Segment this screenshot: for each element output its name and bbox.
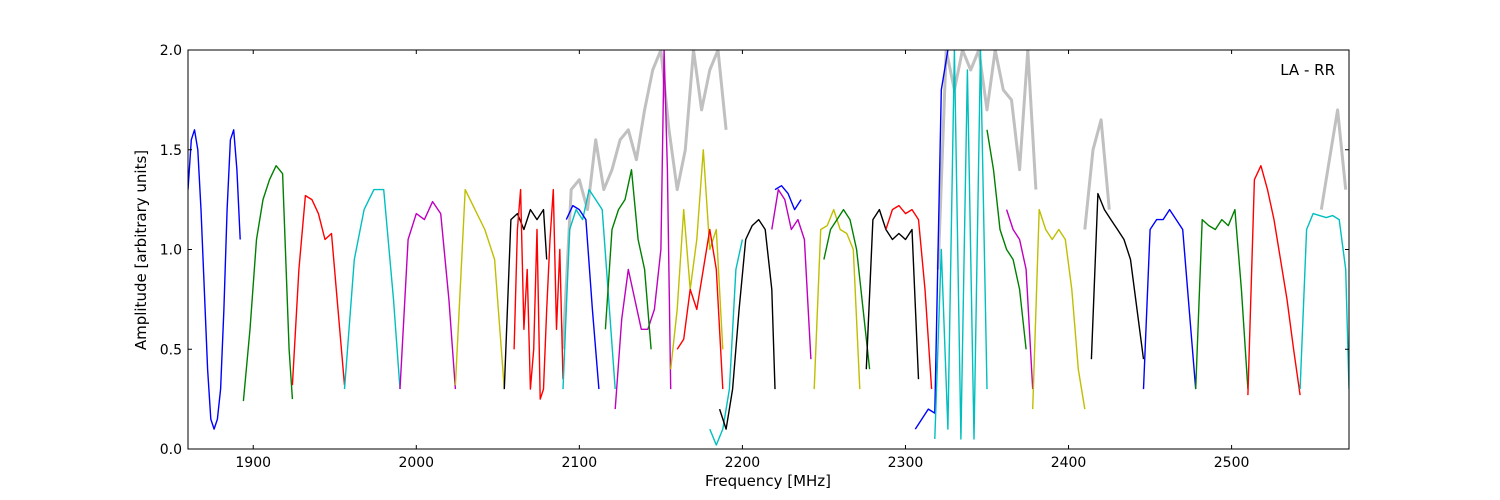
background-series-layer bbox=[561, 50, 1348, 350]
x-tick-label: 2500 bbox=[1214, 455, 1250, 471]
x-tick-label: 2200 bbox=[725, 455, 761, 471]
x-tick-label: 2300 bbox=[888, 455, 924, 471]
x-tick-label: 2000 bbox=[398, 455, 434, 471]
series-line-9 bbox=[565, 204, 600, 390]
chart-annotation: LA - RR bbox=[1280, 61, 1335, 79]
y-tick-label: 2.0 bbox=[160, 43, 182, 59]
x-axis-label: Frequency [MHz] bbox=[705, 472, 831, 490]
series-line-26 bbox=[1032, 208, 1086, 410]
series-line-21 bbox=[885, 204, 933, 390]
series-line-1 bbox=[242, 164, 294, 402]
series-line-13 bbox=[676, 228, 724, 390]
background-series-3 bbox=[1319, 108, 1348, 210]
y-tick-label: 1.5 bbox=[160, 143, 182, 159]
series-line-25 bbox=[1005, 209, 1034, 390]
x-tick-label: 1900 bbox=[235, 455, 271, 471]
series-layer bbox=[188, 50, 1349, 446]
x-tick-label: 2400 bbox=[1051, 455, 1087, 471]
series-line-8 bbox=[562, 188, 616, 390]
series-line-19 bbox=[823, 208, 871, 370]
series-line-7 bbox=[513, 188, 564, 400]
y-tick-label: 0.0 bbox=[160, 442, 182, 458]
plot-frame bbox=[187, 49, 1350, 450]
series-line-27 bbox=[1090, 192, 1145, 360]
y-tick-label: 0.5 bbox=[160, 342, 182, 358]
series-line-12 bbox=[670, 149, 724, 370]
series-line-3 bbox=[343, 188, 401, 390]
series-line-22 bbox=[914, 50, 949, 430]
series-line-11 bbox=[604, 168, 652, 350]
series-line-28 bbox=[1142, 208, 1197, 390]
series-line-6 bbox=[503, 208, 548, 390]
series-line-31 bbox=[1299, 212, 1349, 390]
x-tick-label: 2100 bbox=[562, 455, 598, 471]
y-tick-label: 1.0 bbox=[160, 243, 182, 259]
series-line-16 bbox=[771, 188, 812, 360]
background-series-2 bbox=[1083, 118, 1111, 230]
series-line-29 bbox=[1195, 208, 1249, 390]
series-line-23 bbox=[934, 50, 988, 440]
series-line-30 bbox=[1247, 164, 1301, 396]
series-line-5 bbox=[454, 188, 505, 390]
series-line-0 bbox=[188, 129, 241, 430]
series-line-24 bbox=[986, 129, 1027, 350]
y-axis-label: Amplitude [arbitrary units] bbox=[132, 150, 150, 350]
series-line-15 bbox=[718, 218, 776, 430]
series-line-20 bbox=[865, 208, 920, 380]
series-line-10 bbox=[614, 50, 672, 410]
series-line-2 bbox=[291, 194, 346, 386]
series-line-4 bbox=[399, 200, 457, 390]
series-line-17 bbox=[774, 184, 802, 211]
tick-layer: 1900 2000 2100 2200 2300 2400 2500 0.0 0.5 1.0 1.5… bbox=[160, 43, 1349, 471]
background-series-0 bbox=[561, 50, 728, 350]
series-line-18 bbox=[813, 208, 861, 390]
series-line-14 bbox=[709, 239, 744, 446]
